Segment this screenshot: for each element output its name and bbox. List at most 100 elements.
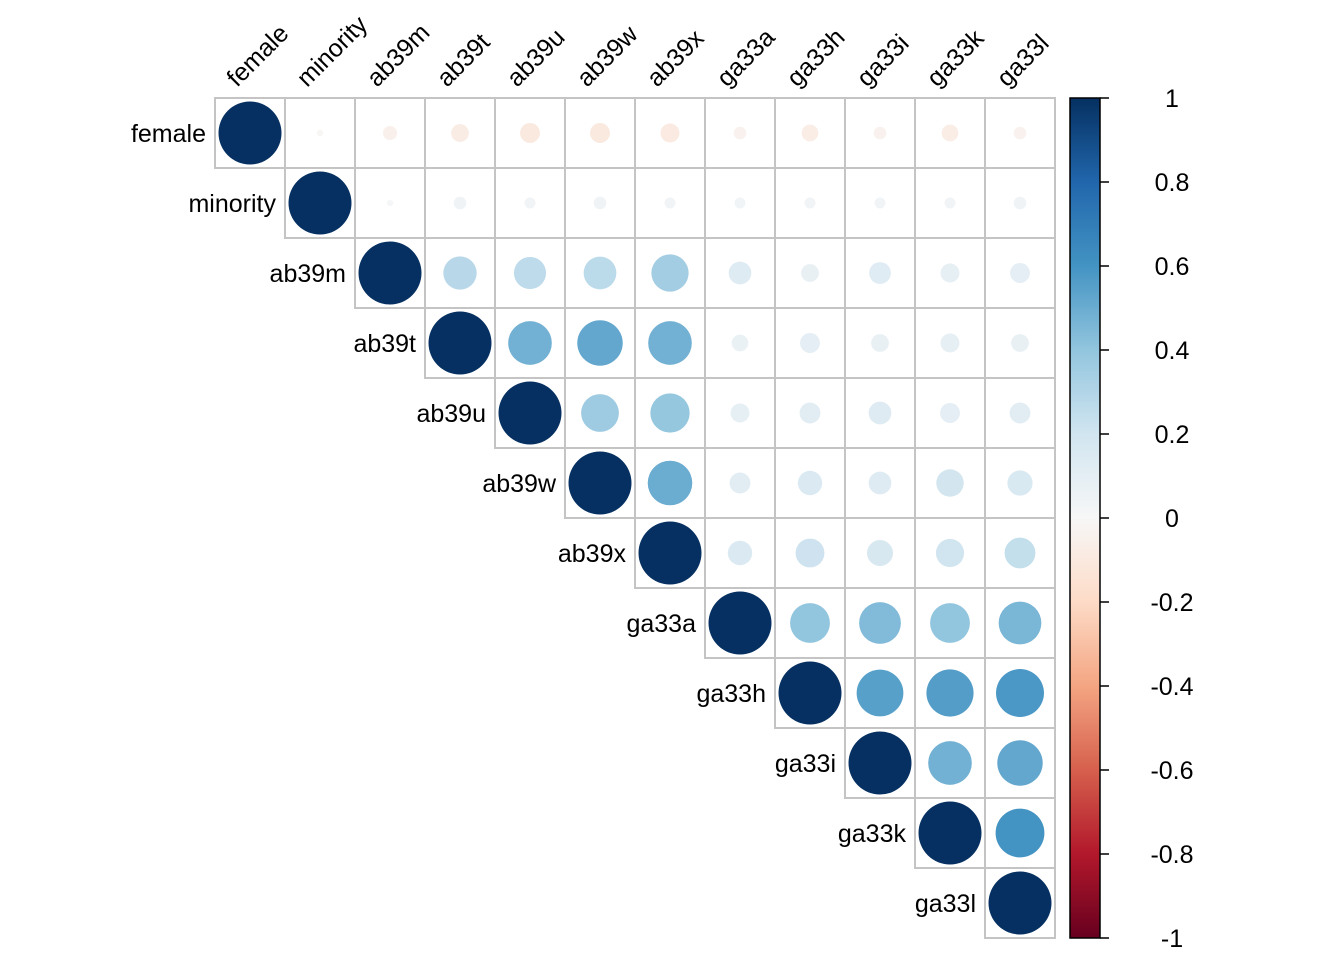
corr-circle [568,451,632,515]
corr-circle [874,197,886,209]
corr-circle [801,124,819,142]
corr-circle [804,197,816,209]
corr-circle [944,197,956,209]
corr-circle [660,123,680,143]
corr-circle [940,403,960,423]
corr-circle [940,333,960,353]
corr-circle [513,256,547,290]
corr-circle [664,197,676,209]
row-label: ab39t [353,330,416,358]
corr-circle [730,403,750,423]
corr-circle [708,591,772,655]
corr-circle [1009,402,1031,424]
corr-circle [936,469,964,497]
corr-circle [918,801,982,865]
corr-circle [453,196,467,210]
row-label: ga33a [626,610,696,638]
corr-circle [288,171,352,235]
corr-circle [316,129,324,137]
colorbar-tick-label: -0.8 [1150,841,1193,869]
colorbar-tick-label: -1 [1161,925,1183,953]
corr-circle [520,123,540,143]
corr-circle [926,669,974,717]
row-label: ab39x [558,540,627,568]
corr-circle [928,741,972,785]
row-label: ab39m [270,260,346,288]
corr-circle [1011,334,1029,352]
corr-circle [647,460,693,506]
colorbar-tick-label: -0.4 [1150,673,1193,701]
corr-circle [498,381,562,445]
row-label: ab39w [482,470,557,498]
corr-circle [593,196,607,210]
corr-circle [581,394,619,432]
corr-circle [731,334,749,352]
corr-circle [650,393,690,433]
corr-circle [930,603,970,643]
corr-circle [800,333,820,353]
corr-circle [524,197,536,209]
corr-circle [1007,470,1033,496]
corr-circle [451,124,469,142]
corr-circle [790,603,830,643]
row-label: ga33h [696,680,766,708]
corr-circle [940,263,960,283]
corr-circle [856,669,904,717]
corr-circle [795,538,825,568]
corr-circle [868,401,892,425]
colorbar-gradient [1069,97,1101,939]
corr-circle [727,540,753,566]
corr-circle [988,871,1052,935]
row-label: minority [188,190,276,218]
colorbar-tick-label: 1 [1165,85,1179,113]
row-label: ga33l [915,890,976,918]
colorbar-tick-label: 0.4 [1155,337,1190,365]
corr-circle [801,264,819,282]
colorbar-tick-label: 0.6 [1155,253,1190,281]
corr-circle [859,602,901,644]
colorbar-tick-label: 0.8 [1155,169,1190,197]
corr-circle [583,256,617,290]
colorbar-tick-label: -0.6 [1150,757,1193,785]
corr-circle [996,669,1044,717]
corr-circle [997,740,1043,786]
corr-circle [871,334,889,352]
colorbar-tick-label: 0.2 [1155,421,1190,449]
corr-circle [1010,263,1030,283]
colorbar-tick-label: -0.2 [1150,589,1193,617]
corr-circle [1013,126,1027,140]
corr-circle [648,321,692,365]
corr-circle [998,601,1042,645]
corr-circle [1013,196,1027,210]
corr-circle [218,101,282,165]
corr-circle [733,126,747,140]
corr-circle [577,320,623,366]
corr-circle [995,808,1045,858]
corr-circle [728,261,752,285]
row-label: ga33i [775,750,836,778]
corr-circle [386,199,394,207]
row-label: ga33k [838,820,907,848]
corr-circle [443,256,477,290]
corr-circle [382,125,398,141]
corr-circle [1004,537,1036,569]
row-label: ab39u [416,400,486,428]
corr-circle [799,402,821,424]
corr-circle [867,540,893,566]
corr-circle [508,321,552,365]
corr-circle [868,471,892,495]
matrix-cell [984,867,1056,939]
colorbar-tick-label: 0 [1165,505,1179,533]
corr-circle [848,731,912,795]
corr-circle [428,311,492,375]
corr-circle [358,241,422,305]
corr-circle [935,538,965,568]
corr-circle [778,661,842,725]
corr-circle [797,470,823,496]
corr-circle [941,124,959,142]
corr-circle [869,262,891,284]
corr-circle [638,521,702,585]
corr-circle [734,197,746,209]
